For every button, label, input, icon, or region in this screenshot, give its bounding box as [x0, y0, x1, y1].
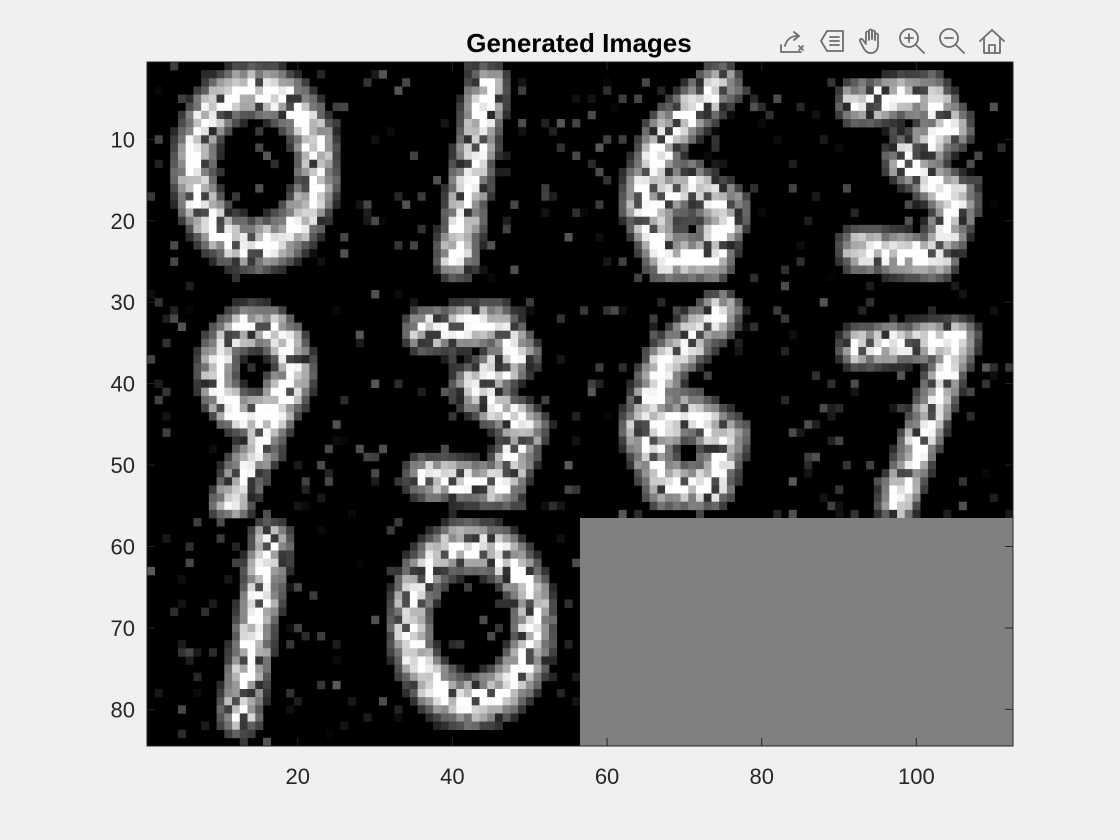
data-tips-icon: [820, 30, 844, 52]
home-icon: [979, 29, 1005, 54]
chart-title: Generated Images: [466, 28, 691, 58]
y-tick-label: 30: [111, 290, 135, 315]
empty-tile-region: [580, 518, 1013, 746]
x-tick-label: 60: [595, 764, 619, 789]
home-button[interactable]: [974, 24, 1010, 58]
export-icon: [780, 31, 804, 53]
y-tick-label: 50: [111, 453, 135, 478]
pan-button[interactable]: [854, 24, 890, 58]
y-tick-label: 60: [111, 535, 135, 560]
axes-box: [146, 61, 1014, 747]
digit-tile-0-0: [147, 62, 364, 291]
digit-tile-0-2: [580, 62, 797, 291]
y-tick-label: 40: [111, 372, 135, 397]
zoom-out-button[interactable]: [934, 24, 970, 58]
axes-toolbar: [774, 24, 1010, 58]
axes: 20 40 60 80 100 10 20 30 40 50 60 70 80: [111, 61, 1014, 789]
y-tick-label: 80: [111, 697, 135, 722]
digit-tile-2-0: [147, 518, 364, 747]
zoom-in-icon: [899, 28, 925, 54]
digit-tile-0-1: [363, 62, 581, 283]
digit-tile-2-1: [363, 518, 581, 731]
export-button[interactable]: [774, 24, 810, 58]
zoom-in-button[interactable]: [894, 24, 930, 58]
y-tick-label: 10: [111, 127, 135, 152]
zoom-out-icon: [939, 28, 965, 54]
x-tick-label: 80: [749, 764, 773, 789]
x-tick-label: 20: [286, 764, 310, 789]
digit-tile-0-3: [796, 70, 1006, 291]
data-tips-button[interactable]: [814, 24, 850, 58]
y-tick-label: 20: [111, 209, 135, 234]
digit-tile-1-0: [147, 290, 364, 519]
digit-tile-1-3: [796, 290, 1014, 519]
x-tick-label: 40: [440, 764, 464, 789]
y-tick-label: 70: [111, 616, 135, 641]
digit-tile-1-1: [363, 290, 581, 519]
image-montage: [147, 62, 1014, 747]
pan-hand-icon: [858, 28, 879, 54]
digit-tile-1-2: [580, 290, 797, 519]
x-tick-label: 100: [898, 764, 935, 789]
